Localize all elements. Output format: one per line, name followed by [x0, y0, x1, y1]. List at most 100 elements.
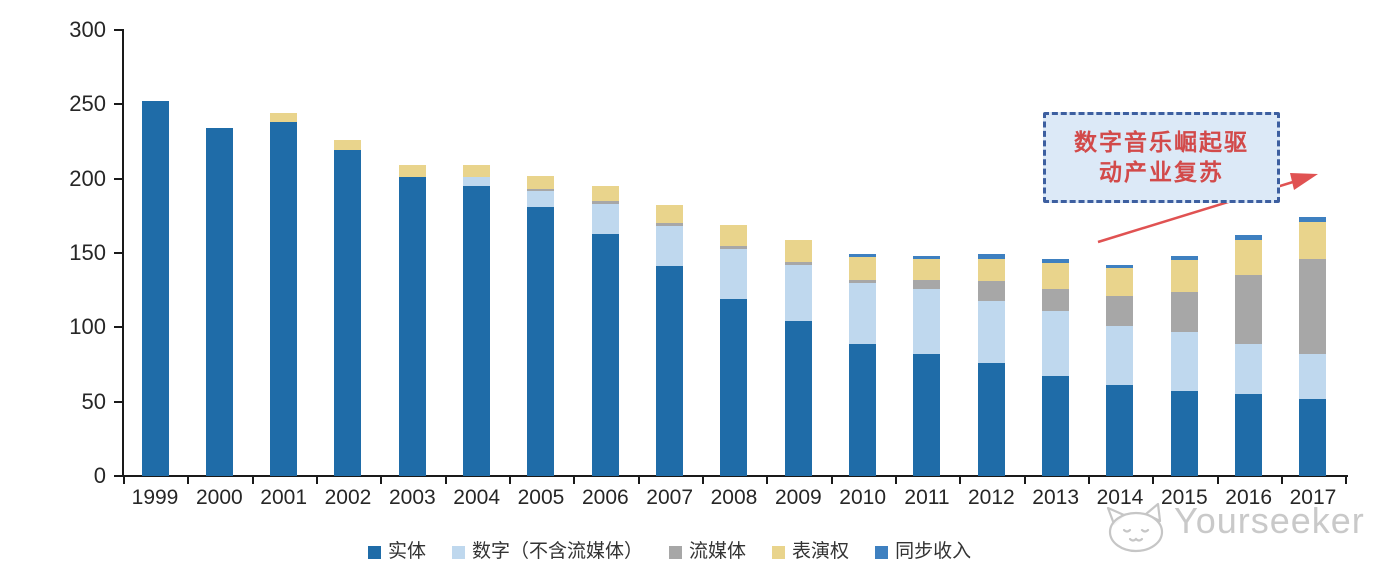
bar-segment: [1235, 235, 1263, 240]
bar-segment: [591, 233, 619, 476]
x-tick-label: 1999: [131, 486, 179, 509]
y-axis-tick: [114, 29, 122, 31]
x-axis-tick: [315, 477, 318, 484]
bar-segment: [849, 257, 877, 280]
y-axis-tick: [114, 400, 122, 403]
y-tick-label: 200: [69, 165, 106, 191]
legend-item: 数字（不含流媒体）: [452, 541, 643, 563]
bar-segment: [849, 254, 877, 258]
y-axis-tick: [114, 475, 122, 477]
bar-segment: [205, 128, 233, 476]
x-axis-tick: [380, 477, 383, 484]
bar-segment: [1299, 258, 1327, 355]
bar-segment: [656, 223, 684, 227]
y-axis-tick: [114, 326, 122, 329]
bar-segment: [784, 264, 812, 322]
x-tick-label: 2002: [324, 486, 372, 509]
bar-segment: [1170, 291, 1198, 332]
x-axis-tick: [766, 477, 769, 484]
bar-segment: [1042, 376, 1070, 476]
bar-segment: [849, 282, 877, 344]
bar-segment: [720, 248, 748, 300]
x-tick-label: 2001: [260, 486, 308, 509]
bar-segment: [1170, 255, 1198, 261]
y-tick-label: 300: [69, 17, 106, 42]
bar-segment: [656, 226, 684, 267]
x-tick-label: 2016: [1225, 486, 1273, 509]
legend-label: 表演权: [792, 541, 850, 562]
legend-swatch-icon: [875, 545, 889, 559]
x-axis-tick: [187, 477, 190, 484]
x-axis-tick: [1087, 477, 1090, 484]
bar-segment: [656, 266, 684, 476]
bar-segment: [527, 190, 555, 207]
bar-segment: [1042, 288, 1070, 311]
legend-item: 实体: [368, 541, 426, 563]
bar-segment: [849, 279, 877, 283]
x-tick-label: 2011: [904, 486, 950, 509]
bar-segment: [398, 165, 426, 178]
bar-segment: [720, 224, 748, 246]
legend-label: 同步收入: [895, 541, 972, 562]
legend-swatch-icon: [368, 545, 381, 559]
x-tick-label: 2009: [774, 486, 822, 509]
watermark: Yourseeker: [1092, 496, 1392, 556]
bar-segment: [1042, 310, 1070, 377]
bar-segment: [334, 150, 362, 476]
x-axis-tick: [830, 477, 833, 484]
bar-segment: [463, 186, 491, 476]
legend-label: 流媒体: [689, 541, 747, 562]
bar-segment: [977, 254, 1005, 259]
x-tick-label: 2017: [1289, 486, 1337, 509]
bar-segment: [1235, 394, 1263, 476]
watermark-text: Yourseeker: [1174, 500, 1365, 541]
bar-segment: [270, 122, 298, 476]
legend-label: 数字（不含流媒体）: [472, 541, 644, 562]
bar-segment: [1299, 354, 1327, 399]
bar-segment: [527, 206, 555, 476]
bar-segment: [1106, 385, 1134, 476]
legend: 实体 数字（不含流媒体） 流媒体 表演权 同步收入: [368, 541, 971, 563]
y-tick-label: 250: [69, 91, 106, 117]
bar-segment: [1235, 343, 1263, 395]
bar-segment: [591, 200, 619, 204]
bar-segment: [913, 279, 941, 289]
bar-segment: [1299, 221, 1327, 259]
x-axis-tick: [123, 477, 125, 484]
bar-segment: [913, 258, 941, 280]
legend-swatch-icon: [772, 545, 786, 559]
bar-segment: [784, 321, 812, 476]
x-tick-label: 2013: [1032, 486, 1080, 509]
bar-segment: [334, 140, 362, 151]
bar-segment: [913, 255, 941, 259]
x-tick-label: 2006: [581, 486, 629, 509]
bar-segment: [591, 203, 619, 234]
x-tick-label: 2003: [388, 486, 436, 509]
bar-segment: [398, 177, 426, 476]
x-tick-label: 2007: [646, 486, 694, 509]
y-tick-label: 100: [69, 314, 106, 340]
y-tick-label: 50: [81, 388, 106, 414]
bar-segment: [977, 300, 1005, 363]
bar-segment: [270, 113, 298, 123]
bar-segment: [463, 177, 491, 187]
bar-segment: [720, 245, 748, 249]
x-axis-tick: [508, 477, 511, 484]
bar-segment: [1235, 239, 1263, 276]
y-axis-tick: [114, 252, 122, 254]
bar-segment: [1106, 296, 1134, 326]
bar-segment: [977, 258, 1005, 282]
bar-segment: [1299, 398, 1327, 476]
x-axis-tick: [1345, 477, 1348, 484]
bar-segment: [527, 189, 555, 191]
y-axis-line: [122, 29, 124, 477]
bar-segment: [913, 288, 941, 355]
x-axis-tick: [251, 477, 254, 484]
legend-item: 表演权: [772, 541, 849, 563]
legend-swatch-icon: [669, 545, 683, 559]
bar-segment: [1042, 263, 1070, 289]
bar-segment: [527, 175, 555, 190]
y-axis-tick: [114, 177, 122, 180]
